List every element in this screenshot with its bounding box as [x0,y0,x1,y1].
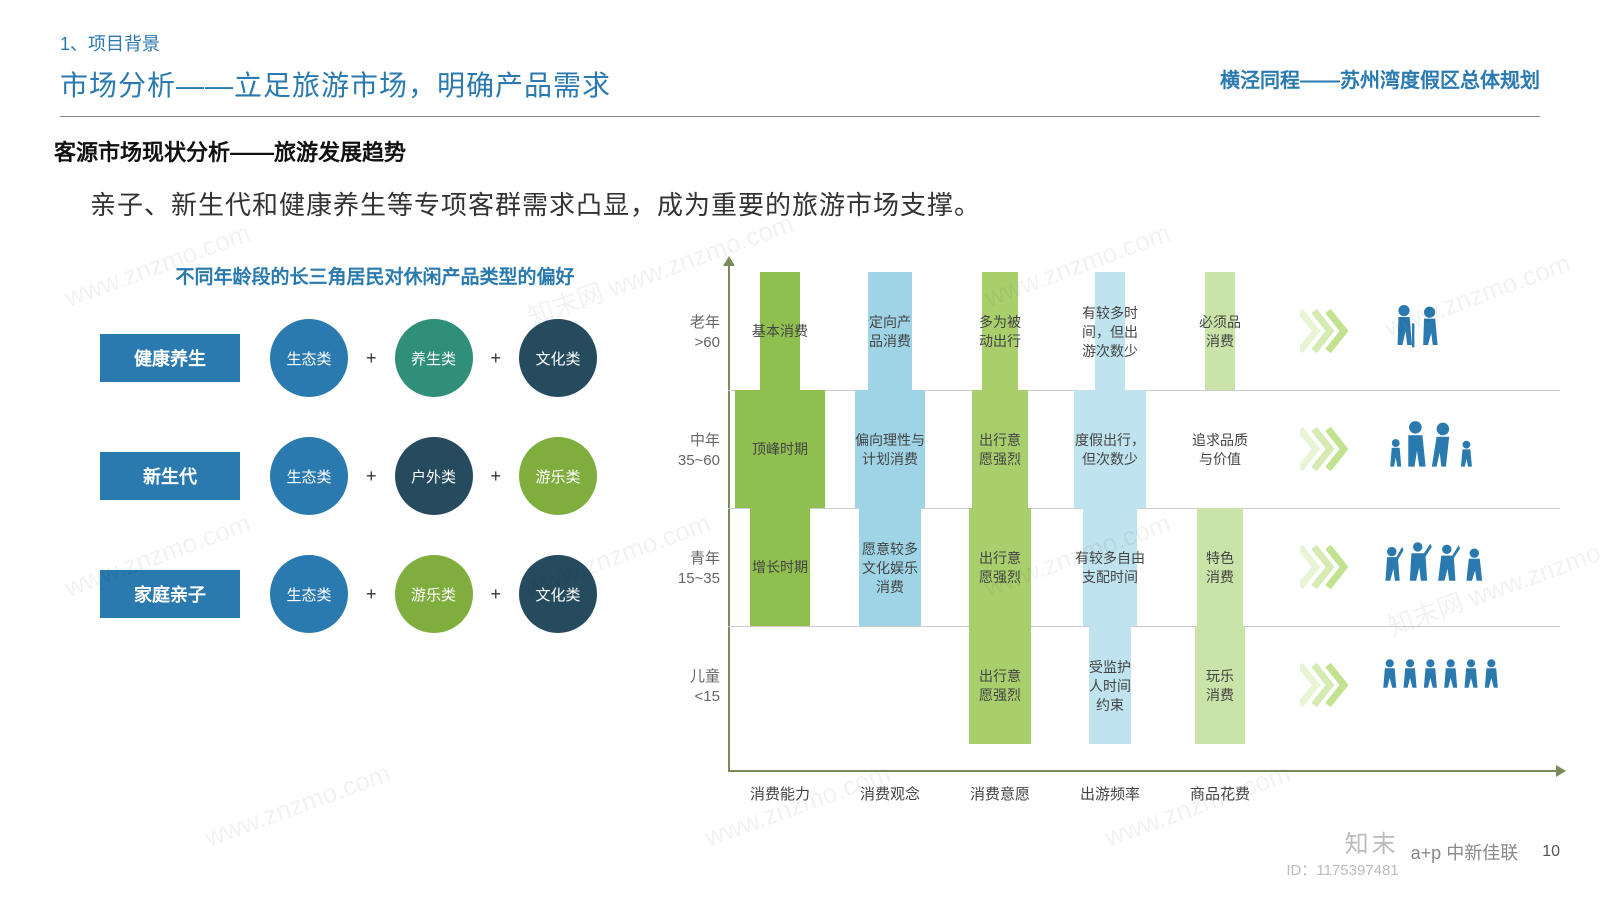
category-circle: 文化类 [519,319,597,397]
cell-text: 多为被动出行 [955,313,1045,351]
left-chart-title: 不同年龄段的长三角居民对休闲产品类型的偏好 [100,262,650,289]
row-label: 中年35~60 [660,431,720,470]
cell-text: 增长时期 [735,558,825,577]
cell-text: 必须品消费 [1175,313,1265,351]
preference-row: 新生代生态类 + 户外类 + 游乐类 [100,437,650,515]
cell-text: 偏向理性与计划消费 [845,431,935,469]
plus-icon: + [366,348,377,369]
preference-label: 家庭亲子 [100,570,240,618]
row-label: 老年>60 [660,313,720,352]
cell-text: 出行意愿强烈 [955,549,1045,587]
plus-icon: + [491,466,502,487]
preference-row: 健康养生生态类 + 养生类 + 文化类 [100,319,650,397]
cell-text: 定向产品消费 [845,313,935,351]
watermark-brand: 知末 [1345,824,1399,859]
x-axis-label: 消费意愿 [970,783,1030,804]
chevron-icon [1300,427,1350,471]
chevron-icon [1300,309,1350,353]
y-axis [728,262,730,772]
y-axis-arrow-icon [723,256,735,266]
category-circle: 文化类 [519,555,597,633]
row-label: 儿童<15 [660,667,720,706]
category-circle: 户外类 [395,437,473,515]
category-circle: 生态类 [270,555,348,633]
x-axis-arrow-icon [1556,765,1566,777]
x-axis [728,770,1560,772]
chevron-icon [1300,545,1350,589]
cell-text: 出行意愿强烈 [955,431,1045,469]
plus-icon: + [366,466,377,487]
people-silhouette-icon [1380,417,1490,477]
age-preference-chart: 老年>60 中年35~60 青年15~35 儿童<15 基本消费顶峰时期增长时期消费能力… [660,262,1560,812]
footer-logo: a+p 中新佳联 [1411,839,1519,865]
people-silhouette-icon [1380,535,1490,595]
cell-text: 受监护人时间约束 [1065,658,1155,715]
breadcrumb: 1、项目背景 [60,30,1540,56]
divider [60,116,1540,117]
watermark-id: ID：1175397481 [1286,859,1398,880]
cell-text: 顶峰时期 [735,440,825,459]
people-silhouette-icon [1380,299,1460,359]
category-circle: 生态类 [270,437,348,515]
category-circle: 养生类 [395,319,473,397]
chevron-icon [1300,663,1350,707]
x-axis-label: 消费观念 [860,783,920,804]
cell-text: 有较多时间，但出游次数少 [1065,304,1155,361]
category-circle: 生态类 [270,319,348,397]
cell-text: 愿意较多文化娱乐消费 [845,540,935,597]
page-title: 市场分析——立足旅游市场，明确产品需求 [60,64,611,104]
plus-icon: + [491,584,502,605]
x-axis-label: 商品花费 [1190,783,1250,804]
plus-icon: + [366,584,377,605]
preference-row: 家庭亲子生态类 + 游乐类 + 文化类 [100,555,650,633]
people-silhouette-icon [1380,653,1510,698]
project-subtitle: 横泾同程——苏州湾度假区总体规划 [1220,64,1540,93]
cell-text: 追求品质与价值 [1175,431,1265,469]
grid-line [728,508,1560,509]
category-circle: 游乐类 [519,437,597,515]
cell-text: 玩乐消费 [1175,667,1265,705]
cell-text: 特色消费 [1175,549,1265,587]
cell-text: 有较多自由支配时间 [1065,549,1155,587]
page-number: 10 [1542,843,1560,861]
summary-text: 亲子、新生代和健康养生等专项客群需求凸显，成为重要的旅游市场支撑。 [90,185,1600,222]
x-axis-label: 消费能力 [750,783,810,804]
row-label: 青年15~35 [660,549,720,588]
x-axis-label: 出游频率 [1080,783,1140,804]
cell-text: 出行意愿强烈 [955,667,1045,705]
category-circle: 游乐类 [395,555,473,633]
preference-label: 新生代 [100,452,240,500]
footer: 知末 ID：1175397481 a+p 中新佳联 10 [1286,824,1560,880]
cell-text: 度假出行，但次数少 [1065,431,1155,469]
plus-icon: + [491,348,502,369]
grid-line [728,626,1560,627]
cell-text: 基本消费 [735,322,825,341]
section-title: 客源市场现状分析——旅游发展趋势 [54,135,1600,167]
preference-label: 健康养生 [100,334,240,382]
